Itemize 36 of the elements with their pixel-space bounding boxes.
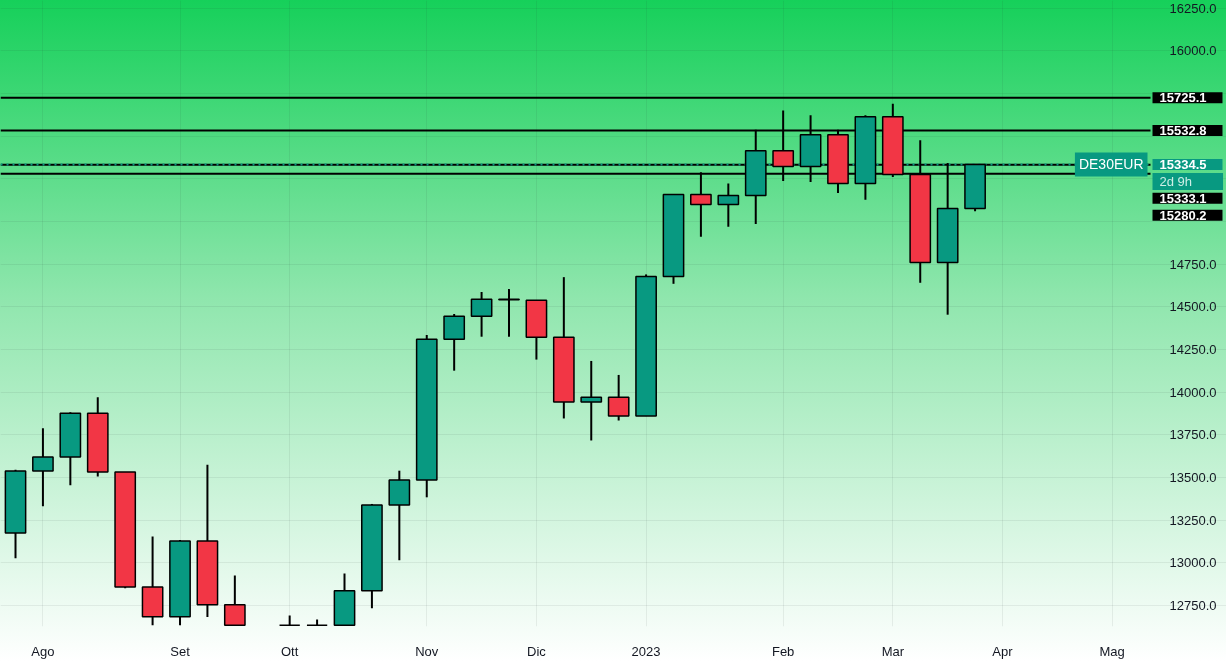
candlestick	[607, 373, 630, 422]
ref-line-label: 15532.8	[1159, 123, 1207, 139]
text: 2d 9h	[1159, 173, 1193, 189]
x-tick-label: Set	[170, 643, 191, 659]
y-tick-label: 14750.0	[1169, 256, 1217, 272]
y-tick-label: 13250.0	[1169, 512, 1217, 528]
ref-line-label: 15725.1	[1159, 90, 1207, 106]
candlestick	[580, 359, 603, 442]
x-tick-label: Feb	[771, 643, 795, 659]
ref-line-label: 15280.2	[1159, 207, 1207, 223]
y-tick-label: 14500.0	[1169, 299, 1217, 315]
y-tick-label: 13500.0	[1169, 470, 1217, 486]
x-tick-label: Mag	[1099, 643, 1125, 659]
annotation: DE30EUR	[1078, 156, 1144, 173]
y-tick-label: 14250.0	[1169, 342, 1217, 358]
y-tick-label: 13000.0	[1169, 555, 1217, 571]
ref-line-label: 15333.1	[1159, 190, 1207, 206]
candlestick	[443, 313, 466, 372]
y-tick-label: 16250.0	[1169, 0, 1217, 16]
candlestick	[717, 182, 740, 228]
y-tick-label: 14000.0	[1169, 384, 1217, 400]
candlestick	[278, 614, 301, 627]
x-tick-label: Ott	[281, 643, 299, 659]
x-tick-label: Dic	[527, 643, 547, 659]
x-tick-label: Ago	[31, 643, 55, 659]
candlestick	[32, 427, 54, 508]
candlestick	[223, 574, 246, 627]
y-tick-label: 12750.0	[1169, 598, 1217, 614]
y-tick-label: 16000.0	[1169, 43, 1217, 59]
candlestick	[470, 291, 493, 338]
x-tick-label: Apr	[992, 643, 1014, 659]
ref-line-label: 15334.5	[1159, 156, 1207, 172]
x-tick-label: Mar	[881, 643, 905, 659]
x-tick-label: Nov	[415, 643, 439, 659]
y-tick-label: 13750.0	[1169, 427, 1217, 443]
x-tick-label: 2023	[631, 643, 661, 659]
